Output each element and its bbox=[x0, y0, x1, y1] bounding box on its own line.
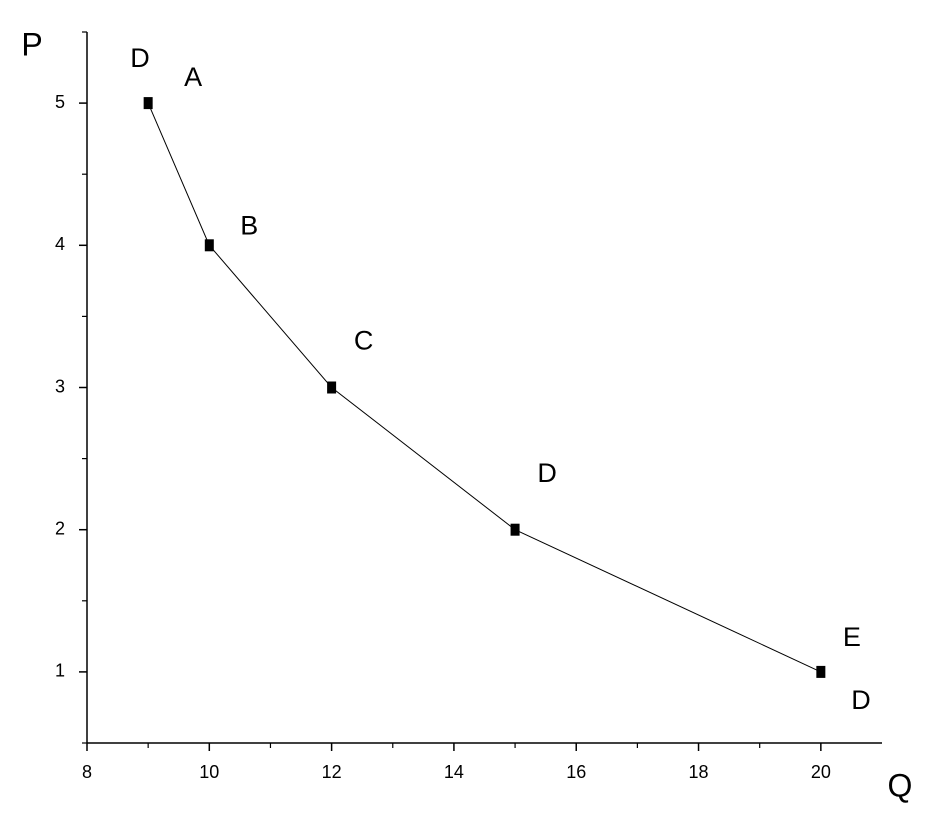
x-tick-label: 10 bbox=[199, 762, 219, 782]
demand-line bbox=[147, 102, 822, 673]
y-tick-label: 4 bbox=[55, 234, 65, 254]
point-marker bbox=[510, 523, 520, 536]
y-tick-label: 5 bbox=[55, 92, 65, 112]
point-label: D bbox=[537, 458, 557, 488]
point-marker bbox=[204, 239, 214, 252]
y-tick-label: 3 bbox=[55, 376, 65, 396]
point-label: C bbox=[354, 326, 374, 356]
x-tick-label: 18 bbox=[689, 762, 709, 782]
x-tick-label: 8 bbox=[82, 762, 92, 782]
curve-label: D bbox=[851, 685, 871, 715]
point-marker bbox=[327, 381, 337, 394]
point-marker bbox=[816, 665, 826, 678]
point-marker bbox=[143, 97, 153, 110]
x-tick-label: 20 bbox=[811, 762, 831, 782]
y-axis-label: P bbox=[21, 26, 42, 62]
x-tick-label: 12 bbox=[322, 762, 342, 782]
point-label: B bbox=[240, 210, 258, 240]
y-tick-label: 1 bbox=[55, 661, 65, 681]
x-tick-label: 16 bbox=[566, 762, 586, 782]
x-axis-label: Q bbox=[888, 767, 913, 803]
y-tick-label: 2 bbox=[55, 518, 65, 538]
point-label: E bbox=[843, 622, 861, 652]
x-tick-label: 14 bbox=[444, 762, 464, 782]
curve-label: D bbox=[130, 43, 150, 73]
point-label: A bbox=[184, 62, 202, 92]
